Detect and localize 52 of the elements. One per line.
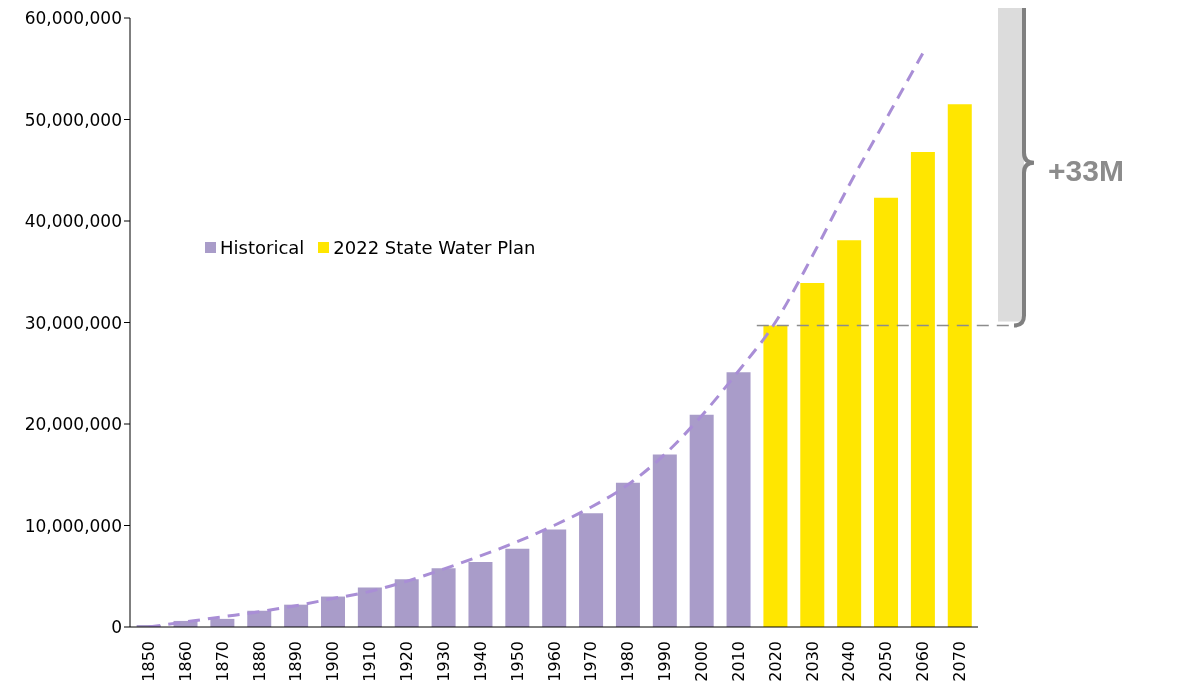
y-tick-label: 30,000,000 bbox=[24, 312, 122, 333]
legend-label: 2022 State Water Plan bbox=[333, 237, 536, 259]
y-tick-label: 20,000,000 bbox=[24, 414, 122, 435]
legend-label: Historical bbox=[220, 237, 305, 259]
bar bbox=[837, 240, 862, 627]
x-tick-label: 2070 bbox=[950, 641, 970, 682]
line-series bbox=[146, 52, 925, 627]
x-tick-label: 1930 bbox=[433, 641, 453, 682]
x-tick-label: 1970 bbox=[581, 641, 601, 682]
bar bbox=[357, 587, 382, 627]
x-tick-label: 1950 bbox=[507, 641, 527, 682]
bar bbox=[394, 579, 419, 627]
bar bbox=[431, 568, 456, 627]
x-tick-label: 1850 bbox=[138, 641, 158, 682]
bar bbox=[652, 454, 677, 627]
y-tick-label: 0 bbox=[111, 617, 122, 638]
bar bbox=[874, 197, 899, 627]
bar bbox=[579, 513, 604, 627]
bar bbox=[689, 414, 714, 627]
bar bbox=[910, 151, 935, 627]
x-tick-label: 1880 bbox=[249, 641, 269, 682]
bar bbox=[726, 372, 751, 627]
bar bbox=[542, 529, 567, 627]
x-tick-label: 1980 bbox=[618, 641, 638, 682]
x-tick-label: 2060 bbox=[913, 641, 933, 682]
x-tick-label: 1860 bbox=[175, 641, 195, 682]
x-tick-label: 1900 bbox=[323, 641, 343, 682]
y-tick-label: 10,000,000 bbox=[24, 515, 122, 536]
bar bbox=[615, 482, 640, 627]
x-tick-label: 1870 bbox=[212, 641, 232, 682]
bar bbox=[468, 562, 493, 627]
y-tick-label: 60,000,000 bbox=[24, 8, 122, 29]
y-tick-label: 40,000,000 bbox=[24, 211, 122, 232]
y-tick-label: 50,000,000 bbox=[24, 109, 122, 130]
x-tick-label: 2010 bbox=[728, 641, 748, 682]
x-tick-label: 2040 bbox=[839, 641, 859, 682]
x-tick-label: 1990 bbox=[655, 641, 675, 682]
x-tick-label: 1960 bbox=[544, 641, 564, 682]
text: +33M bbox=[1048, 153, 1124, 187]
bar bbox=[763, 325, 788, 627]
x-tick-label: 2030 bbox=[802, 641, 822, 682]
bar bbox=[800, 282, 825, 627]
bar bbox=[505, 548, 530, 627]
x-tick-label: 1910 bbox=[360, 641, 380, 682]
x-tick-label: 1890 bbox=[286, 641, 306, 682]
x-tick-label: 1940 bbox=[470, 641, 490, 682]
x-tick-label: 2000 bbox=[691, 641, 711, 682]
x-tick-label: 2020 bbox=[765, 641, 785, 682]
bar bbox=[320, 596, 345, 627]
bar bbox=[947, 104, 972, 627]
x-tick-label: 1920 bbox=[397, 641, 417, 682]
x-tick-label: 2050 bbox=[876, 641, 896, 682]
